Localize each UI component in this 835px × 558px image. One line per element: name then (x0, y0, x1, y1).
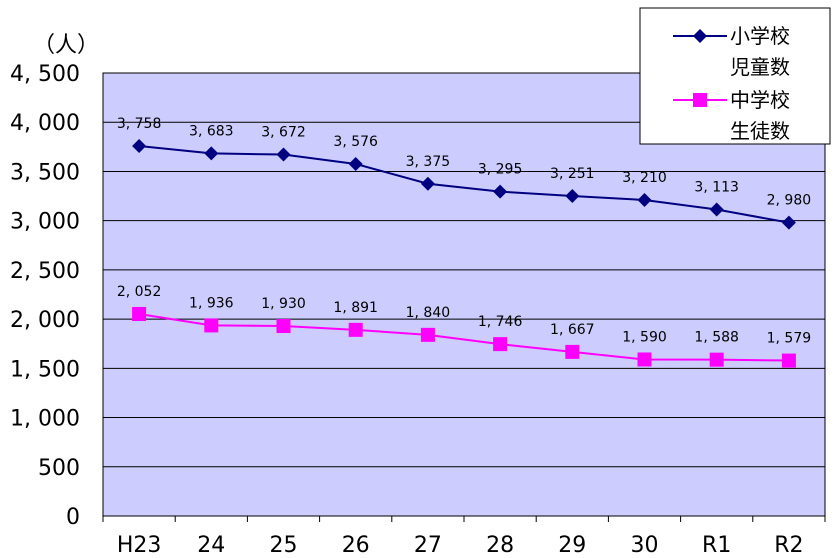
x-tick-label: 26 (342, 533, 370, 558)
data-point-marker (709, 352, 724, 367)
data-point-marker (781, 353, 796, 368)
x-tick-label: 27 (414, 533, 442, 558)
data-label: 3, 672 (261, 125, 306, 141)
x-tick-label: 25 (270, 533, 298, 558)
x-tick-label: 30 (631, 533, 659, 558)
data-label: 1, 588 (694, 330, 739, 346)
data-label: 1, 579 (767, 331, 812, 347)
data-label: 1, 746 (478, 314, 523, 330)
y-tick-label: 1, 500 (10, 357, 80, 382)
legend-box (639, 7, 831, 145)
legend-label: 児童数 (730, 55, 790, 79)
plot-area (102, 72, 826, 517)
data-point-marker (132, 306, 147, 321)
legend-label: 小学校 (730, 24, 790, 48)
data-label: 3, 683 (189, 123, 234, 139)
data-point-marker (348, 322, 363, 337)
data-label: 2, 980 (767, 193, 812, 209)
gridlines (103, 121, 825, 468)
data-point-marker (132, 139, 147, 154)
data-label: 3, 251 (550, 166, 595, 182)
x-tick-label: R2 (774, 533, 803, 558)
data-point-marker (276, 147, 291, 162)
data-label: 1, 590 (622, 329, 667, 345)
series-group: 3, 758 3, 683 3, 672 3, 576 3, 375 3, 295 3, 2… (117, 116, 811, 368)
series-line (138, 145, 790, 224)
data-label: 2, 052 (117, 284, 162, 300)
data-label: 3, 576 (333, 134, 378, 150)
data-point-marker (348, 156, 363, 171)
data-point-marker (637, 192, 652, 207)
legend-label: 生徒数 (730, 119, 790, 143)
y-tick-label: 1, 000 (10, 407, 80, 432)
data-point-marker (637, 352, 652, 367)
y-tick-label: 3, 000 (10, 210, 80, 235)
data-point-marker (420, 176, 435, 191)
data-point-marker (204, 146, 219, 161)
data-label: 1, 936 (189, 295, 234, 311)
legend-marker-0 (693, 29, 707, 43)
y-tick-label: 2, 500 (10, 259, 80, 284)
data-label: 3, 758 (117, 116, 162, 132)
data-label: 3, 113 (694, 180, 739, 196)
legend-label: 中学校 (730, 88, 790, 112)
data-point-marker (493, 184, 508, 199)
data-point-marker (204, 318, 219, 333)
y-axis: 0 500 1, 000 1, 500 2, 000 2, 500 3, 000 3, 500… (10, 62, 80, 530)
data-label: 1, 840 (406, 305, 451, 321)
y-tick-label: 3, 500 (10, 160, 80, 185)
data-label: 3, 375 (406, 154, 451, 170)
x-axis: H23 24 25 26 27 28 29 30 R1 R2 (102, 516, 826, 558)
legend-marker-1 (693, 93, 707, 107)
x-tick-label: 29 (558, 533, 586, 558)
data-label: 3, 210 (622, 170, 667, 186)
y-tick-label: 4, 500 (10, 62, 80, 87)
x-tick-label: 24 (197, 533, 225, 558)
series-1: 2, 052 1, 936 1, 930 1, 891 1, 840 1, 746 1, 6… (117, 284, 811, 368)
data-point-marker (420, 327, 435, 342)
y-tick-label: 0 (66, 505, 80, 530)
y-tick-label: 2, 000 (10, 308, 80, 333)
series-0: 3, 758 3, 683 3, 672 3, 576 3, 375 3, 295 3, 2… (117, 116, 811, 230)
data-point-marker (493, 337, 508, 352)
data-point-marker (276, 319, 291, 334)
x-tick-label: R1 (702, 533, 731, 558)
data-label: 3, 295 (478, 162, 523, 178)
data-point-marker (709, 202, 724, 217)
y-tick-label: 4, 000 (10, 111, 80, 136)
y-tick-label: 500 (38, 456, 80, 481)
data-point-marker (565, 344, 580, 359)
data-point-marker (565, 188, 580, 203)
x-tick-label: H23 (117, 533, 162, 558)
x-tick-label: 28 (486, 533, 514, 558)
y-axis-unit-label: （人） (33, 33, 99, 58)
data-label: 1, 667 (550, 322, 595, 338)
data-label: 1, 930 (261, 296, 306, 312)
series-line (138, 313, 789, 362)
data-label: 1, 891 (333, 300, 378, 316)
data-point-marker (781, 215, 796, 230)
